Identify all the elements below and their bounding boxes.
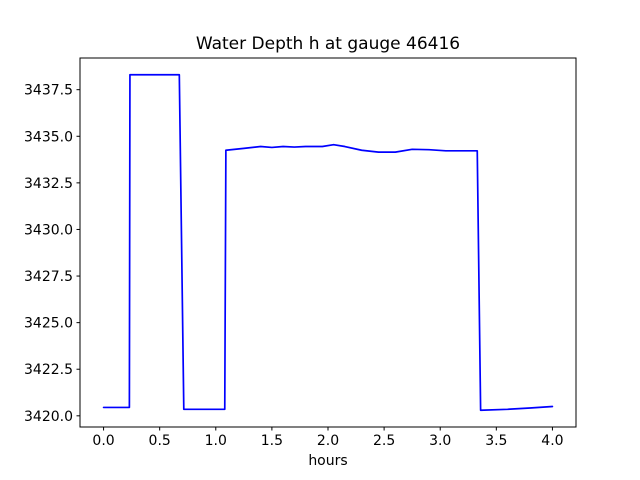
y-tick-label: 3425.0 (24, 316, 73, 332)
x-tick-label: 3.5 (485, 433, 507, 449)
x-tick-label: 4.0 (541, 433, 563, 449)
x-tick-label: 2.5 (373, 433, 395, 449)
x-tick-label: 1.0 (205, 433, 227, 449)
line-layer (102, 73, 554, 412)
y-tick-label: 3427.5 (24, 269, 73, 285)
ticks-layer: 0.0 0.5 1.0 1.5 2.0 2.5 3.0 3.5 4.0 3420.0 3422.5 3… (24, 83, 564, 449)
y-tick-label: 3432.5 (24, 176, 73, 192)
x-tick-label: 1.5 (261, 433, 283, 449)
y-tick-label: 3435.0 (24, 129, 73, 145)
chart-title: Water Depth h at gauge 46416 (196, 34, 460, 54)
axes-box (79, 57, 577, 428)
x-tick-label: 0.0 (92, 433, 114, 449)
y-tick-label: 3430.0 (24, 222, 73, 238)
x-tick-label: 2.0 (317, 433, 339, 449)
y-tick-label: 3437.5 (24, 83, 73, 99)
data-line-h (102, 73, 554, 412)
y-tick-label: 3420.0 (24, 409, 73, 425)
y-tick-label: 3422.5 (24, 362, 73, 378)
x-tick-label: 3.0 (429, 433, 451, 449)
x-axis-label: hours (308, 453, 347, 469)
x-tick-label: 0.5 (149, 433, 171, 449)
